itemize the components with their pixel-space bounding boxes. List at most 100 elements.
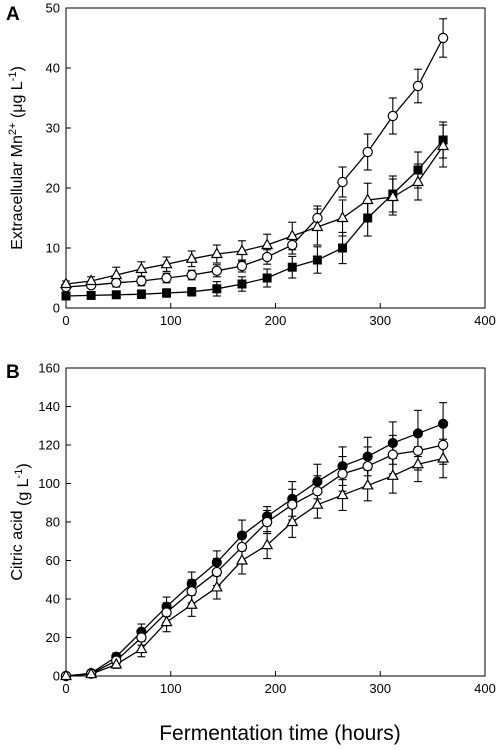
panel-a-series-2-point [312,255,322,265]
panel-b-series-3-point [210,580,223,592]
panel-b-ylabel-close: ) [15,463,32,468]
panel-a-series-3-point [110,268,123,280]
panel-a-series-2-point [262,273,272,283]
panel-b-series-3-point [411,457,424,469]
panel-b-series-3-point [235,553,248,565]
panel-b-series-2-point [136,632,147,643]
panel-b-series-2-point [362,460,373,472]
panel-a-series-1-point [111,277,122,288]
panel-b-x-tick-label: 200 [265,681,287,696]
panel-a-x-tick-label: 300 [369,313,391,328]
panel-b-y-tick-label: 0 [53,669,60,684]
panel-b-series-2-point [337,468,348,480]
panel-a-series-3-point [411,175,424,187]
panel-a-y-tick-label: 20 [46,181,60,196]
panel-b-series-3-line [65,457,444,677]
panel-b-series-3-point [286,515,299,527]
panel-b-series-2-point [211,566,223,578]
panel-b-series-3-point [135,642,148,654]
panel-a-y-tick-label: 50 [46,1,60,16]
panel-b-y-tick-label: 80 [46,515,60,530]
panel-a-series-3-point [85,274,98,286]
panel-b-letter: B [6,362,20,383]
panel-a-series-2-point [287,262,297,272]
panel-b-series-2-point [236,541,248,553]
panel-a-markers [59,32,450,301]
panel-a-ylabel-close: ) [9,66,26,71]
panel-b-series-3-point [59,669,73,681]
panel-a-y-tick-label: 40 [46,61,60,76]
panel-a-y-tick-label: 30 [46,121,60,136]
panel-a-series-3-point [386,190,399,202]
panel-b-ticks: 0 100 200 300 400 0 20 40 60 80 100 120 140 160 [38,361,496,697]
panel-b-y-tick-label: 40 [46,592,60,607]
panel-a-error-bars [62,18,448,300]
panel-a-series-2-point [61,291,71,301]
panel-b: B 0 100 200 300 400 0 20 40 60 80 100 120 140 160 Cit… [6,361,496,697]
panel-b-y-tick-label: 120 [38,438,60,453]
panel-b-y-tick-label: 140 [38,399,60,414]
panel-b-series-2-point [287,499,298,510]
panel-a-series-2-point [187,287,197,297]
panel-b-series-1-line [65,423,444,677]
panel-b-y-tick-label: 20 [46,630,60,645]
panel-a-series-1-point [136,275,147,287]
panel-a-ylabel-text: Extracellular Mn [9,135,26,250]
panel-a-series-2-point [363,213,373,223]
panel-b-series-2-point [261,516,273,528]
panel-a-series-2-point [111,290,121,300]
panel-a-series-2-point [212,284,222,294]
panel-a-ticks: 0 100 200 300 400 0 10 20 30 40 50 [46,1,496,329]
panel-a-series-3-point [437,139,450,151]
panel-b-markers [59,418,450,682]
panel-b-lines [65,423,444,677]
panel-a-x-tick-label: 200 [265,313,287,328]
panel-a-series-3-point [286,229,299,241]
panel-b-ylabel-unit-superscript: -1 [13,469,25,479]
panel-a-series-1-point [437,32,449,44]
panel-b-x-tick-label: 400 [474,681,496,696]
panel-a-series-2-point [237,279,247,289]
panel-b-series-1-point [438,418,449,429]
panel-b-series-3-point [361,478,374,490]
panel-b-series-3-point [437,451,450,463]
panel-b-series-2-point [437,439,449,451]
panel-a-series-3-point [160,257,173,269]
panel-b-ylabel: Citric acid (g L-1) [9,463,32,580]
panel-a-series-1-line [65,37,444,288]
panel-a-series-3-point [361,193,374,205]
panel-b-y-tick-label: 160 [38,361,60,376]
panel-a-series-3-point [311,220,324,232]
panel-a-x-tick-label: 100 [160,313,182,328]
panel-a-series-1-point [161,272,172,284]
panel-a-x-tick-label: 0 [62,313,69,328]
panel-a-series-1-point [362,146,373,158]
panel-a-series-3-point [210,247,223,259]
panel-a-series-1-point [287,239,298,251]
panel-a-ylabel: Extracellular Mn2+ (μg L-1) [7,66,26,250]
panel-a-series-1-point [387,110,399,122]
panel-a-series-2-point [162,288,172,298]
panel-b-series-1-point [362,451,373,462]
panel-a-series-3-point [336,211,349,223]
panel-a-series-3-point [135,262,148,274]
panel-b-x-tick-label: 0 [62,681,69,696]
panel-a-series-3-point [261,238,274,250]
panel-b-series-1-point [211,557,222,568]
panel-a-series-2-point [338,243,348,253]
panel-b-ylabel-text: Citric acid [9,510,26,580]
panel-a-series-1-point [236,260,248,272]
panel-a-y-tick-label: 0 [53,301,60,316]
panel-a-series-2-line [65,139,444,297]
panel-a-series-1-point [412,80,424,92]
panel-b-series-3-point [311,497,324,509]
panel-b-series-2-point [412,445,424,456]
panel-a: A 0 100 200 300 400 0 10 20 30 40 50 Extracellular… [6,1,496,329]
panel-b-x-tick-label: 100 [160,681,182,696]
panel-a-letter: A [6,4,20,25]
panel-b-ylabel-unit: (g L [15,478,32,510]
panel-b-series-3-point [185,598,198,609]
panel-a-series-1-point [337,176,348,188]
x-axis-label: Fermentation time (hours) [159,722,401,745]
